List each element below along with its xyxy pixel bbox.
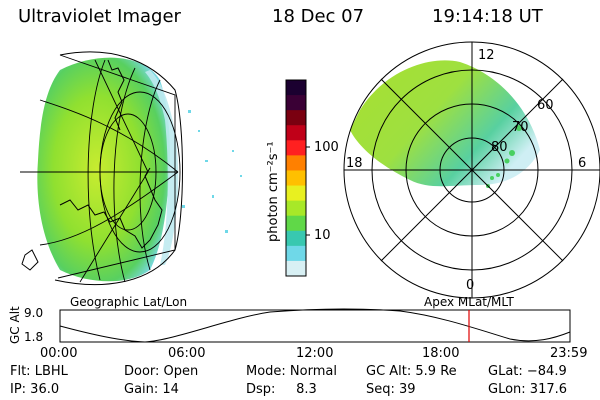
mlt-label-12: 12 bbox=[478, 48, 495, 63]
date-label: 18 Dec 07 bbox=[272, 6, 365, 27]
colorbar-segment bbox=[286, 110, 306, 126]
colorbar-segment bbox=[286, 170, 306, 187]
x-tick-0000: 00:00 bbox=[40, 346, 78, 361]
colorbar-segment bbox=[286, 140, 306, 156]
mlat-label-70: 70 bbox=[512, 120, 529, 135]
colorbar bbox=[286, 80, 306, 277]
geographic-caption: Geographic Lat/Lon bbox=[70, 295, 188, 309]
polar-map bbox=[343, 41, 600, 299]
apex-caption: Apex MLat/MLT bbox=[424, 295, 514, 309]
colorbar-tick-100: 100 bbox=[314, 140, 339, 155]
colorbar-segment bbox=[286, 260, 306, 277]
status-ip: IP: 36.0 bbox=[10, 382, 60, 397]
colorbar-unit-label: photon cm⁻²s⁻¹ bbox=[266, 141, 281, 242]
mlt-label-18: 18 bbox=[346, 156, 363, 171]
status-mode: Mode: Normal bbox=[246, 364, 337, 379]
colorbar-segment bbox=[286, 80, 306, 96]
altitude-max: 9.0 bbox=[24, 306, 44, 320]
status-door: Door: Open bbox=[124, 364, 199, 379]
mlat-label-60: 60 bbox=[537, 98, 554, 113]
emission-region-left bbox=[37, 57, 170, 282]
altitude-axis-label: GC Alt bbox=[8, 306, 22, 344]
x-tick-1200: 12:00 bbox=[296, 346, 334, 361]
colorbar-segment bbox=[286, 230, 306, 247]
altitude-plot bbox=[59, 308, 571, 343]
altitude-min: 1.8 bbox=[24, 330, 44, 344]
status-gcalt: GC Alt: 5.9 Re bbox=[366, 364, 457, 379]
colorbar-segment bbox=[286, 155, 306, 171]
instrument-title: Ultraviolet Imager bbox=[18, 6, 181, 27]
colorbar-segment bbox=[286, 95, 306, 111]
mlat-label-80: 80 bbox=[491, 140, 508, 155]
emission-region-right bbox=[350, 60, 540, 187]
mlt-label-6: 6 bbox=[578, 156, 587, 171]
colorbar-segment bbox=[286, 125, 306, 141]
status-filter: Flt: LBHL bbox=[10, 364, 68, 379]
status-gain: Gain: 14 bbox=[124, 382, 179, 397]
colorbar-segment bbox=[286, 245, 306, 262]
colorbar-tick-10: 10 bbox=[314, 228, 331, 243]
status-dsp: Dsp: 8.3 bbox=[246, 382, 317, 397]
mlt-label-0: 0 bbox=[466, 278, 475, 293]
time-label: 19:14:18 UT bbox=[432, 6, 543, 27]
x-tick-0600: 06:00 bbox=[168, 346, 206, 361]
colorbar-segment bbox=[286, 200, 306, 217]
colorbar-segment bbox=[286, 215, 306, 232]
colorbar-segment bbox=[286, 185, 306, 202]
x-tick-2359: 23:59 bbox=[550, 346, 588, 361]
x-tick-1800: 18:00 bbox=[422, 346, 460, 361]
status-seq: Seq: 39 bbox=[366, 382, 416, 397]
status-glon: GLon: 317.6 bbox=[488, 382, 568, 397]
status-glat: GLat: −84.9 bbox=[488, 364, 567, 379]
geographic-map bbox=[20, 51, 242, 285]
altitude-curve bbox=[59, 308, 571, 343]
coastline bbox=[21, 59, 163, 271]
